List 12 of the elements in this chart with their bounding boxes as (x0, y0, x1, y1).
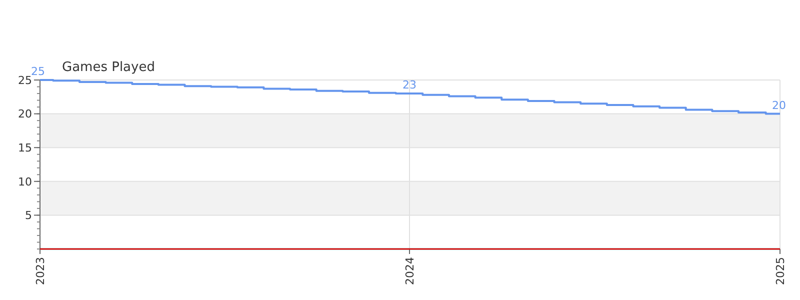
data-label: 25 (31, 65, 45, 78)
y-tick-label: 25 (18, 74, 32, 87)
y-tick-label: 15 (18, 141, 32, 154)
y-tick-label: 5 (25, 209, 32, 222)
data-label: 23 (402, 78, 416, 92)
x-tick-label: 2025 (774, 257, 787, 285)
y-tick-label: 10 (18, 175, 32, 188)
chart-title: Games Played (62, 60, 155, 75)
data-label: 20 (772, 98, 786, 112)
x-tick-label: 2024 (403, 257, 416, 285)
y-tick-label: 20 (18, 108, 32, 121)
x-tick-label: 2023 (34, 257, 47, 285)
